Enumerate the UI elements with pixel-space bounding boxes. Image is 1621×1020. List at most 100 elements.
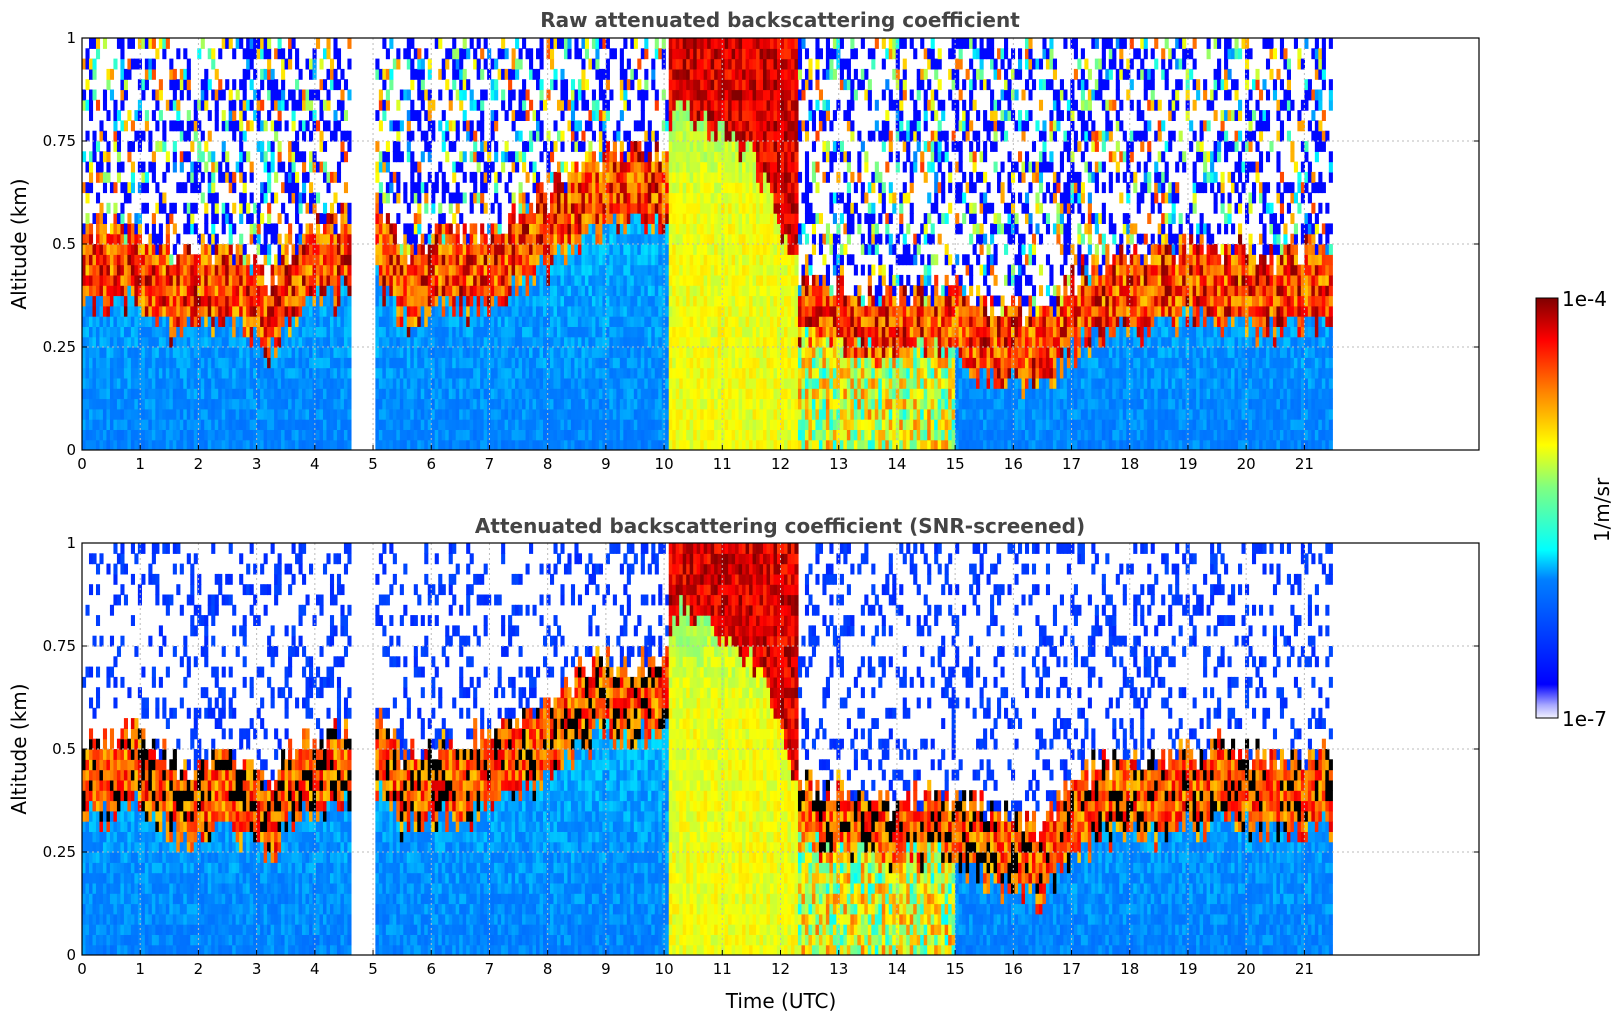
heatmap-cell (654, 419, 659, 430)
heatmap-cell (382, 264, 387, 276)
heatmap-cell (92, 377, 97, 389)
heatmap-cell (155, 89, 160, 101)
heatmap-cell (633, 408, 638, 420)
heatmap-cell (155, 398, 160, 410)
heatmap-cell (246, 305, 251, 317)
heatmap-cell (85, 285, 90, 297)
heatmap-cell (413, 419, 418, 430)
heatmap-cell (253, 68, 258, 80)
heatmap-cell (375, 192, 380, 204)
heatmap-cell (494, 388, 499, 400)
heatmap-cell (434, 182, 439, 194)
heatmap-cell (106, 326, 111, 338)
heatmap-cell (295, 326, 300, 338)
heatmap-cell (647, 213, 652, 224)
heatmap-cell (637, 182, 642, 194)
heatmap-cell (598, 254, 603, 266)
heatmap-cell (459, 388, 464, 400)
heatmap-cell (85, 254, 90, 266)
heatmap-cell (109, 429, 115, 441)
heatmap-cell (452, 398, 457, 410)
heatmap-cell (225, 398, 230, 410)
heatmap-cell (494, 398, 499, 410)
heatmap-cell (668, 161, 673, 173)
heatmap-cell (120, 305, 125, 317)
heatmap-cell (508, 151, 513, 163)
heatmap-cell (82, 182, 87, 194)
heatmap-cell (389, 388, 394, 400)
heatmap-cell (316, 316, 321, 327)
heatmap-cell (347, 89, 352, 101)
heatmap-cell (522, 264, 527, 276)
heatmap-cell (102, 151, 108, 163)
heatmap-cell (99, 347, 104, 358)
heatmap-cell (549, 202, 555, 214)
heatmap-cell (158, 429, 163, 441)
heatmap-cell (197, 367, 202, 379)
heatmap-cell (232, 367, 237, 379)
heatmap-cell (570, 408, 576, 420)
heatmap-cell (137, 141, 142, 152)
heatmap-cell (494, 89, 499, 101)
heatmap-cell (623, 171, 628, 183)
heatmap-cell (165, 419, 170, 430)
heatmap-cell (588, 192, 593, 204)
heatmap-cell (186, 213, 191, 224)
heatmap-cell (602, 182, 607, 194)
heatmap-cell (654, 429, 659, 441)
heatmap-cell (211, 347, 216, 358)
heatmap-cell (399, 295, 404, 307)
heatmap-cell (473, 377, 478, 389)
heatmap-cell (480, 192, 485, 204)
heatmap-cell (158, 377, 163, 389)
heatmap-cell (309, 254, 314, 266)
heatmap-cell (609, 274, 614, 286)
heatmap-cell (343, 130, 349, 142)
heatmap-cell (672, 316, 677, 327)
heatmap-cell (399, 274, 404, 286)
heatmap-cell (431, 233, 436, 245)
heatmap-cell (239, 213, 244, 224)
heatmap-cell (218, 264, 223, 276)
heatmap-cell (417, 254, 422, 266)
heatmap-cell (228, 398, 233, 410)
heatmap-cell (260, 336, 265, 348)
heatmap-cell (410, 254, 415, 266)
heatmap-cell (295, 347, 300, 358)
heatmap-cell (553, 439, 558, 450)
heatmap-cell (343, 305, 349, 317)
heatmap-cell (172, 99, 177, 111)
heatmap-cell (249, 347, 254, 358)
heatmap-cell (249, 408, 254, 420)
heatmap-cell (319, 110, 324, 121)
heatmap-cell (640, 377, 645, 389)
heatmap-cell (172, 295, 177, 307)
heatmap-cell (469, 357, 474, 369)
heatmap-cell (179, 161, 184, 173)
heatmap-cell (494, 408, 499, 420)
heatmap-cell (396, 244, 401, 255)
heatmap-cell (148, 38, 153, 49)
heatmap-cell (668, 130, 673, 142)
heatmap-cell (88, 295, 94, 307)
heatmap-cell (85, 336, 90, 348)
heatmap-cell (284, 120, 289, 132)
heatmap-cell (581, 141, 586, 152)
heatmap-cell (134, 244, 139, 255)
heatmap-cell (462, 419, 467, 430)
heatmap-cell (123, 408, 128, 420)
heatmap-cell (123, 244, 128, 255)
heatmap-cell (85, 192, 90, 204)
heatmap-cell (319, 419, 324, 430)
heatmap-cell (462, 336, 467, 348)
heatmap-cell (480, 171, 485, 183)
heatmap-cell (532, 377, 537, 389)
heatmap-cell (172, 316, 177, 327)
heatmap-cell (134, 336, 139, 348)
heatmap-cell (211, 429, 216, 441)
heatmap-cell (284, 182, 289, 194)
heatmap-cell (291, 120, 296, 132)
heatmap-cell (633, 439, 638, 450)
heatmap-cell (609, 408, 614, 420)
heatmap-cell (665, 408, 670, 420)
